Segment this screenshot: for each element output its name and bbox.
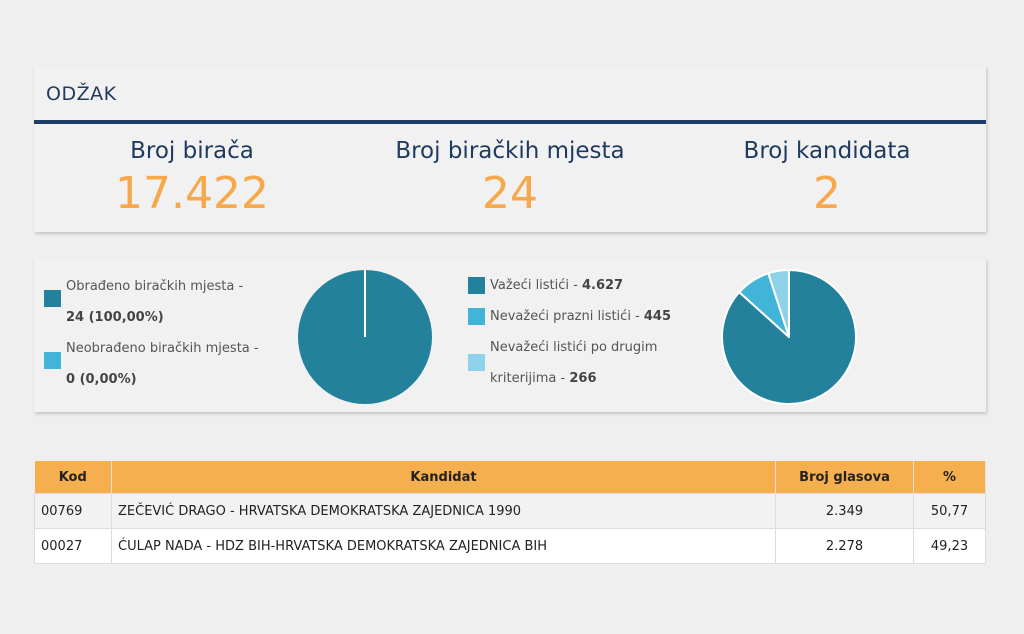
- stat-candidates-value: 2: [813, 168, 841, 219]
- municipality-title: ODŽAK: [46, 83, 117, 105]
- legend-item-processed: Obrađeno biračkih mjesta - 24 (100,00%): [44, 271, 289, 333]
- legend-processed-value: 24 (100,00%): [66, 310, 164, 325]
- legend-processed-label: Obrađeno biračkih mjesta -: [66, 279, 244, 294]
- stat-polling-stations-value: 24: [482, 168, 538, 219]
- title-divider: [34, 120, 986, 124]
- stat-polling-stations: Broj biračkih mjesta 24: [360, 138, 660, 220]
- cell-code: 00769: [34, 493, 112, 529]
- ballot-legend: Važeći listići - 4.627 Nevažeći prazni l…: [468, 270, 728, 394]
- legend-item-other: Nevažeći listići po drugim kriterijima -…: [468, 332, 728, 394]
- polling-stations-pie-chart: [298, 270, 432, 404]
- table-row[interactable]: 00769 ZEČEVIĆ DRAGO - HRVATSKA DEMOKRATS…: [34, 493, 986, 529]
- header-code[interactable]: Kod: [34, 461, 112, 494]
- legend-item-blank: Nevažeći prazni listići - 445: [468, 301, 728, 332]
- cell-candidate: ĆULAP NADA - HDZ BIH-HRVATSKA DEMOKRATSK…: [111, 528, 776, 564]
- table-row[interactable]: 00027 ĆULAP NADA - HDZ BIH-HRVATSKA DEMO…: [34, 528, 986, 564]
- legend-other-label-line1: Nevažeći listići po drugim: [490, 340, 658, 355]
- legend-swatch-unprocessed: [44, 352, 61, 369]
- cell-percent: 49,23: [913, 528, 986, 564]
- results-table: Kod Kandidat Broj glasova % 00769 ZEČEVI…: [34, 461, 986, 564]
- cell-votes: 2.278: [775, 528, 914, 564]
- table-header-row: Kod Kandidat Broj glasova %: [34, 461, 986, 494]
- ballots-pie-chart: [721, 269, 857, 405]
- legend-blank-label: Nevažeći prazni listići -: [490, 309, 644, 324]
- stat-voters-label: Broj birača: [130, 138, 254, 164]
- legend-other-value: 266: [569, 371, 597, 386]
- legend-swatch-blank: [468, 308, 485, 325]
- polling-legend: Obrađeno biračkih mjesta - 24 (100,00%) …: [44, 271, 289, 395]
- header-votes[interactable]: Broj glasova: [775, 461, 914, 494]
- cell-votes: 2.349: [775, 493, 914, 529]
- legend-valid-label: Važeći listići -: [490, 278, 582, 293]
- legend-swatch-other: [468, 354, 485, 371]
- legend-item-unprocessed: Neobrađeno biračkih mjesta - 0 (0,00%): [44, 333, 289, 395]
- pie-slice-nevazeci-listici-po-drugim-kriterijima: [767, 269, 790, 338]
- stat-voters-value: 17.422: [115, 168, 269, 219]
- legend-item-valid: Važeći listići - 4.627: [468, 270, 728, 301]
- charts-panel: Obrađeno biračkih mjesta - 24 (100,00%) …: [34, 259, 986, 412]
- legend-swatch-processed: [44, 290, 61, 307]
- cell-candidate: ZEČEVIĆ DRAGO - HRVATSKA DEMOKRATSKA ZAJ…: [111, 493, 776, 529]
- legend-blank-value: 445: [643, 309, 672, 324]
- stat-candidates: Broj kandidata 2: [677, 138, 977, 220]
- legend-swatch-valid: [468, 277, 485, 294]
- stat-polling-stations-label: Broj biračkih mjesta: [395, 138, 625, 164]
- legend-other-label-line2: kriterijima -: [490, 371, 570, 386]
- legend-unprocessed-label: Neobrađeno biračkih mjesta -: [66, 341, 259, 356]
- cell-percent: 50,77: [913, 493, 986, 529]
- legend-unprocessed-value: 0 (0,00%): [66, 372, 137, 387]
- summary-panel: ODŽAK Broj birača 17.422 Broj biračkih m…: [34, 66, 986, 232]
- stat-candidates-label: Broj kandidata: [743, 138, 911, 164]
- header-percent[interactable]: %: [913, 461, 986, 494]
- stat-voters: Broj birača 17.422: [42, 138, 342, 220]
- header-candidate[interactable]: Kandidat: [111, 461, 776, 494]
- cell-code: 00027: [34, 528, 112, 564]
- legend-valid-value: 4.627: [581, 278, 624, 293]
